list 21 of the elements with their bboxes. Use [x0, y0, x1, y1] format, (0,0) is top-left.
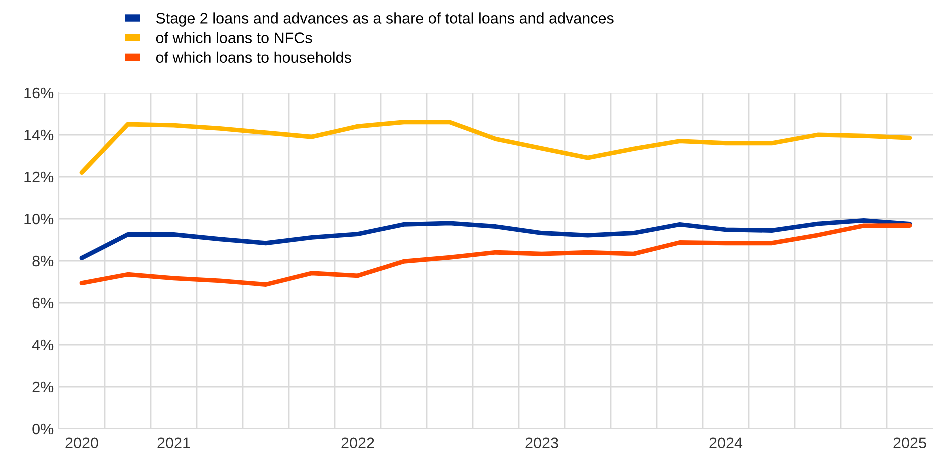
y-tick-label: 8%: [32, 256, 54, 267]
x-tick-label: 2021: [158, 438, 190, 449]
x-tick-label: 2024: [710, 438, 743, 449]
y-tick-label: 6%: [32, 298, 54, 309]
y-tick-label: 0%: [32, 424, 54, 435]
x-tick-label: 2022: [342, 438, 374, 449]
y-tick-label: 10%: [24, 214, 54, 225]
x-tick-label: 2023: [526, 438, 558, 449]
y-tick-label: 12%: [24, 172, 54, 183]
legend-label: of which loans to NFCs: [156, 32, 312, 44]
x-tick-label: 2025: [894, 438, 926, 449]
line-series: [80, 223, 912, 287]
y-tick-label: 4%: [32, 340, 54, 351]
legend-label: Stage 2 loans and advances as a share of total loans and advances: [156, 12, 614, 27]
line-series: [80, 218, 912, 260]
line-series: [80, 120, 912, 176]
y-tick-label: 16%: [24, 88, 54, 99]
legend-label: of which loans to households: [156, 52, 352, 64]
x-tick-label: 2020: [66, 438, 98, 449]
y-tick-label: 2%: [32, 382, 54, 393]
y-tick-label: 14%: [24, 130, 54, 141]
